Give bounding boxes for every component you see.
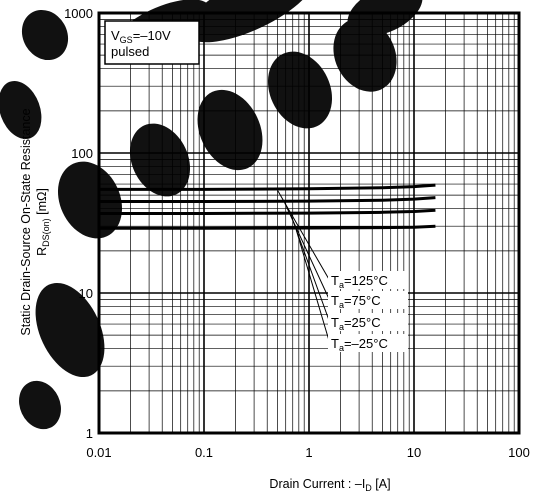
grid	[98, 13, 519, 434]
y-axis-label-line1: Static Drain-Source On-State Resistance	[19, 108, 33, 335]
x-axis-label: Drain Current : –ID [A]	[269, 477, 390, 493]
condition-vgs: VGS=–10V	[111, 28, 171, 45]
x-tick-label: 1	[305, 445, 312, 460]
x-tick-label: 0.1	[195, 445, 213, 460]
series-line-3	[99, 224, 436, 230]
legend: Ta=125°C Ta=75°C Ta=25°C Ta=–25°C	[328, 271, 408, 353]
condition-pulsed: pulsed	[111, 44, 149, 59]
series-line-2	[99, 208, 436, 215]
watermark	[0, 0, 423, 430]
x-tick-labels: 0.01 0.1 1 10 100	[86, 445, 530, 460]
plot-frame	[97, 11, 521, 435]
legend-label: Ta=25°C	[331, 315, 381, 332]
y-tick-label: 1000	[64, 6, 93, 21]
y-axis-label-line2: RDS(on) [mΩ]	[35, 188, 51, 256]
legend-leaders	[277, 190, 331, 345]
legend-leader-line	[295, 229, 331, 345]
y-tick-labels: 1 10 100 1000	[64, 6, 93, 441]
x-tick-label: 0.01	[86, 445, 111, 460]
legend-label: Ta=125°C	[331, 273, 388, 290]
series-lines	[99, 183, 436, 230]
y-tick-label: 10	[79, 286, 93, 301]
legend-label: Ta=75°C	[331, 293, 381, 310]
y-tick-label: 1	[86, 426, 93, 441]
legend-bg	[328, 313, 408, 331]
series-line-1	[99, 196, 436, 204]
legend-bg	[328, 334, 408, 352]
series-line-0	[99, 183, 436, 191]
x-tick-label: 100	[508, 445, 530, 460]
y-axis-label: Static Drain-Source On-State Resistance …	[19, 108, 51, 335]
x-tick-label: 10	[407, 445, 421, 460]
condition-box: VGS=–10V pulsed	[104, 20, 200, 65]
legend-bg	[328, 271, 408, 289]
legend-label: Ta=–25°C	[331, 336, 388, 353]
y-tick-label: 100	[71, 146, 93, 161]
legend-bg	[328, 291, 408, 309]
